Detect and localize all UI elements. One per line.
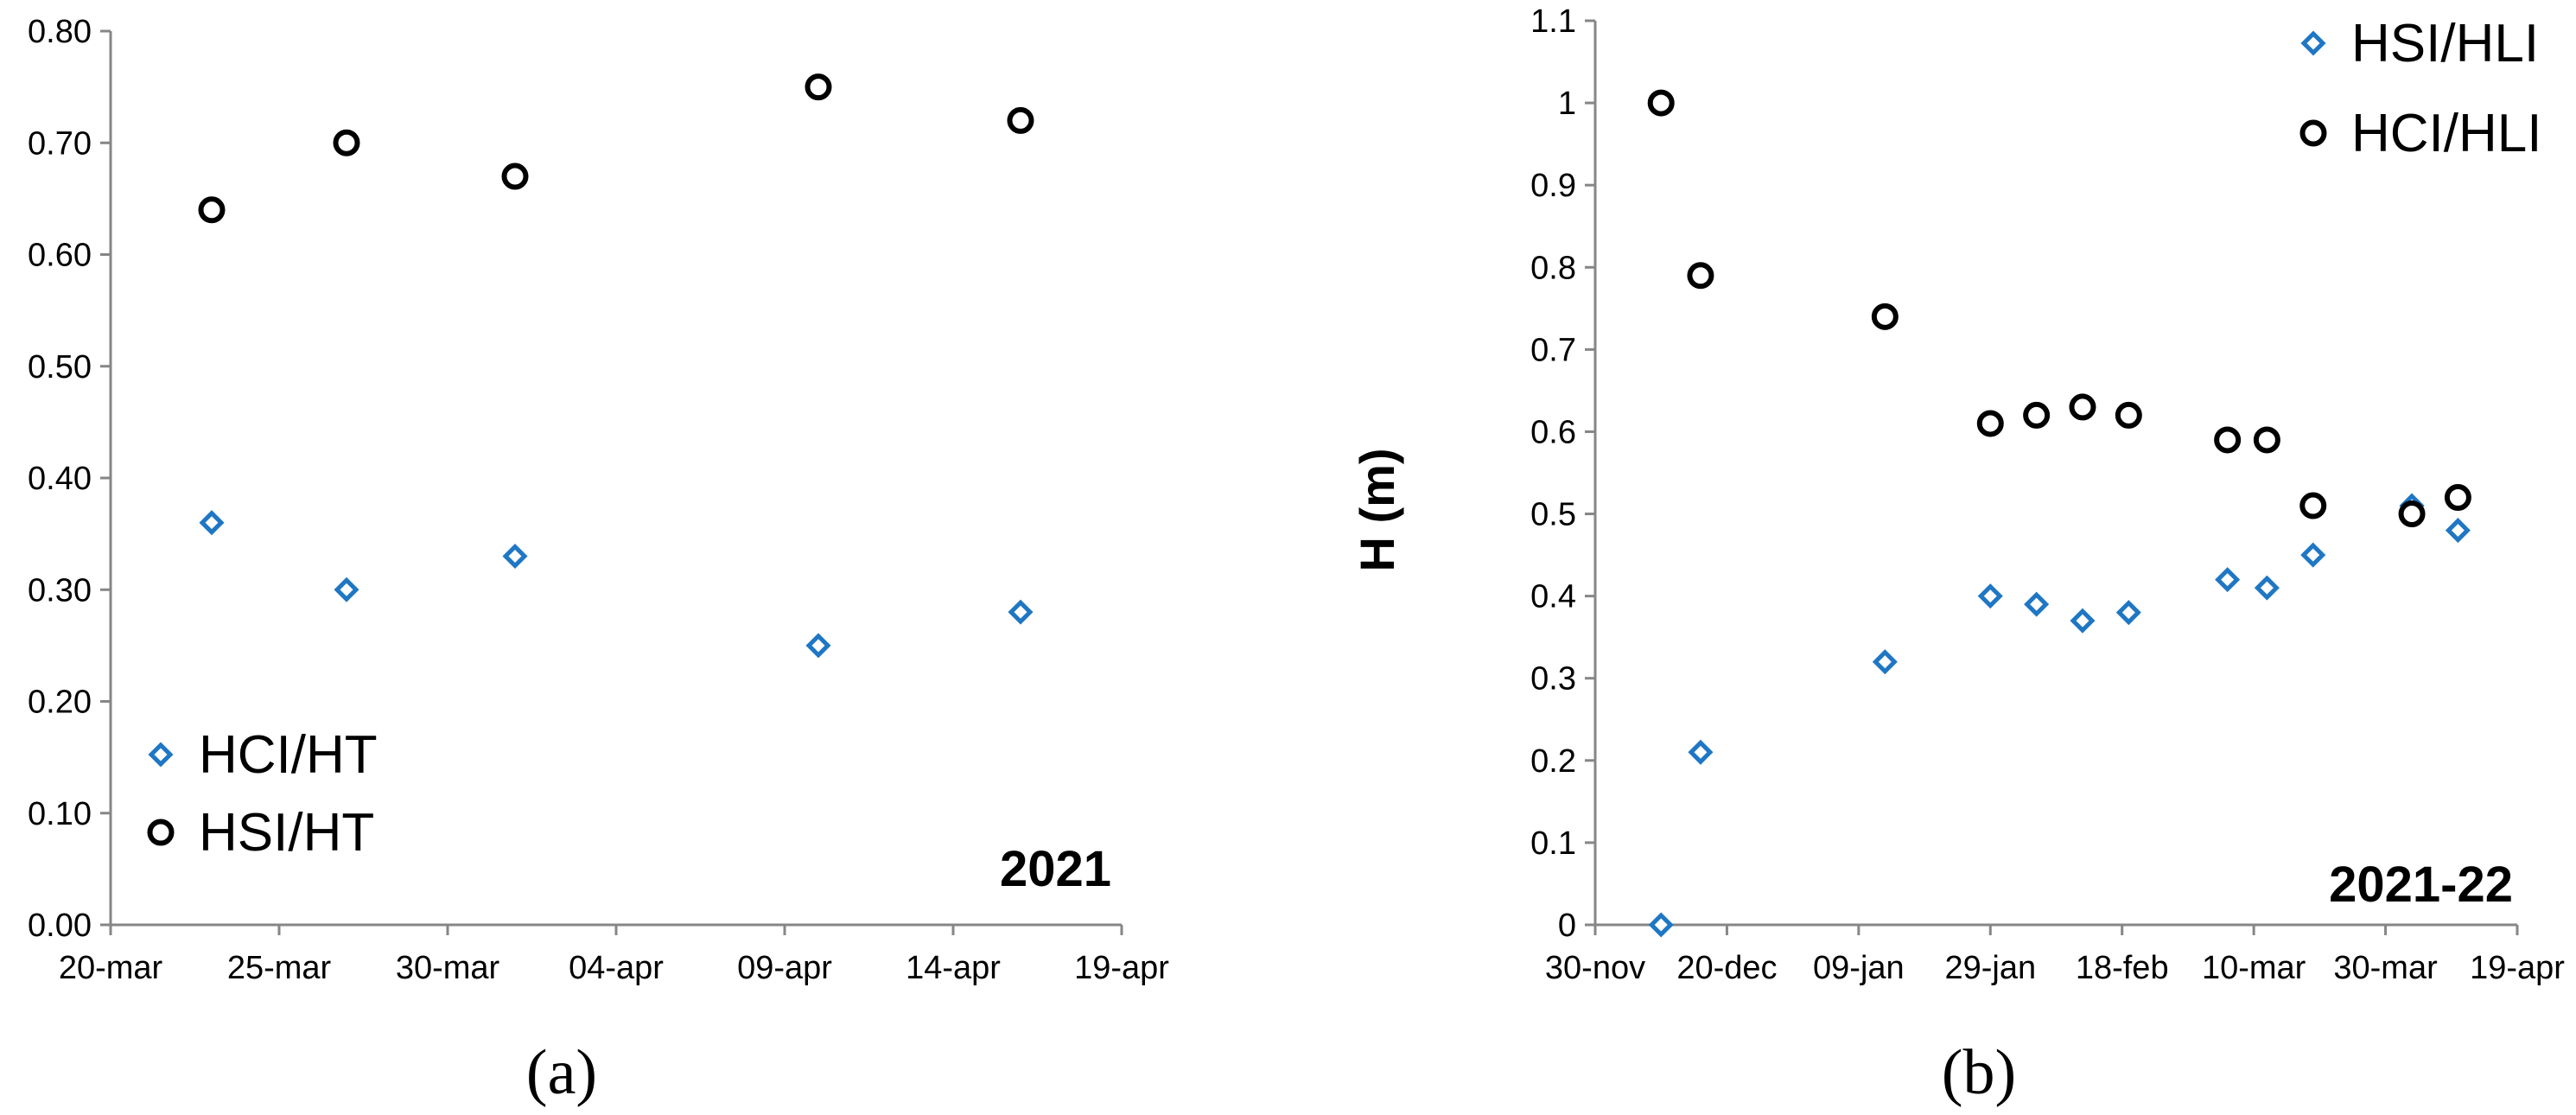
chart-b-x-tick-label: 09-jan	[1813, 950, 1905, 986]
chart-a-legend: HCI/HT HSI/HT	[147, 725, 378, 863]
chart-b-x-tick-label: 30-mar	[2333, 950, 2438, 986]
chart-a-y-tick-label: 0.10	[28, 796, 92, 832]
chart-b-point	[2398, 500, 2426, 528]
chart-b-y-tick-label: 1	[1558, 86, 1576, 122]
chart-b-point	[1688, 739, 1714, 765]
chart-a-x-tick-label: 04-apr	[569, 950, 664, 986]
chart-a-legend-marker	[147, 819, 175, 846]
chart-b-point	[2445, 518, 2471, 544]
chart-b-points	[1647, 89, 2471, 938]
chart-b-point	[2444, 484, 2471, 512]
chart-a-x-tick-label: 09-apr	[737, 950, 832, 986]
chart-a-point	[805, 73, 832, 101]
chart-a-series-1	[198, 73, 1034, 224]
chart-b-point	[1647, 89, 1675, 117]
chart-a-x-tick-label: 14-apr	[906, 950, 1001, 986]
chart-a-x-tick-label: 20-mar	[59, 950, 163, 986]
chart-b-y-axis-label: H (m)	[1350, 448, 1404, 571]
chart-a-x-tick-label: 25-mar	[227, 950, 332, 986]
chart-b-x-tick-label: 20-dec	[1676, 950, 1777, 986]
chart-b-legend-marker	[2300, 30, 2326, 56]
chart-b-y-tick-label: 0.6	[1530, 414, 1576, 450]
chart-b-y-tick-label: 0.2	[1530, 743, 1576, 780]
chart-b-legend-label: HSI/HLI	[2351, 14, 2539, 73]
chart-b-point	[2115, 600, 2141, 626]
chart-b-point	[2300, 542, 2326, 568]
chart-b-point	[2070, 608, 2096, 634]
chart-b-point	[1872, 649, 1898, 675]
chart-a-legend-label: HSI/HT	[199, 803, 374, 863]
chart-b-x-tick-label: 10-mar	[2202, 950, 2306, 986]
chart-b-series-1	[1647, 89, 2471, 528]
chart-a-point	[1007, 106, 1034, 134]
chart-b-point	[2023, 401, 2051, 429]
chart-a-point	[501, 162, 529, 190]
chart-a-point	[333, 129, 360, 156]
chart-b-axes: 0 0.1 0.2 0.3 0.4 0.5 0.6 0.7 0.8 0.9 1 1.1 30-nov 20…	[1530, 3, 2565, 986]
chart-b-point	[1687, 262, 1714, 290]
chart-b-point	[2215, 567, 2241, 593]
chart-b-x-tick-label: 29-jan	[1944, 950, 2036, 986]
chart-panel-a: 0.00 0.10 0.20 0.30 0.40 0.50 0.60 0.70 0.80 20-m…	[28, 14, 1169, 1108]
chart-b-x-tick-label: 18-feb	[2076, 950, 2169, 986]
chart-a-y-tick-label: 0.60	[28, 238, 92, 274]
chart-a-y-tick-label: 0.20	[28, 685, 92, 721]
chart-a-year-label: 2021	[1000, 841, 1111, 897]
chart-a-series-0	[199, 510, 1034, 659]
chart-a-x-tick-label: 30-mar	[396, 950, 500, 986]
chart-a-y-tick-label: 0.00	[28, 908, 92, 944]
chart-b-point	[2024, 591, 2050, 617]
chart-b-point	[2214, 426, 2242, 454]
chart-b-y-tick-label: 0.7	[1530, 332, 1576, 368]
chart-a-points	[198, 73, 1034, 659]
chart-a-y-tick-label: 0.50	[28, 349, 92, 385]
chart-b-point	[2253, 426, 2280, 454]
chart-a-y-tick-label: 0.70	[28, 125, 92, 162]
chart-a-y-tick-label: 0.80	[28, 14, 92, 50]
chart-b-y-tick-label: 0.1	[1530, 825, 1576, 862]
chart-a-point	[805, 633, 831, 659]
chart-b-point	[2115, 401, 2142, 429]
chart-b-legend: HSI/HLI HCI/HLI	[2299, 14, 2541, 163]
chart-b-y-tick-label: 0.5	[1530, 497, 1576, 533]
chart-b-point	[1976, 410, 2004, 437]
chart-b-x-tick-label: 19-apr	[2470, 950, 2565, 986]
chart-panel-b: 0 0.1 0.2 0.3 0.4 0.5 0.6 0.7 0.8 0.9 1 1.1 30-nov 20…	[1350, 3, 2565, 1108]
chart-b-series-0	[1648, 493, 2471, 938]
chart-a-y-tick-label: 0.30	[28, 572, 92, 608]
chart-b-legend-label: HCI/HLI	[2351, 104, 2541, 163]
chart-a-point	[199, 510, 225, 536]
chart-a-y-tick-label: 0.40	[28, 461, 92, 497]
chart-a-point	[502, 543, 528, 570]
chart-a-point	[334, 577, 359, 602]
chart-b-y-tick-label: 0.3	[1530, 661, 1576, 698]
chart-a-point	[1008, 599, 1034, 625]
chart-b-y-tick-label: 0.8	[1530, 250, 1576, 286]
chart-a-legend-label: HCI/HT	[199, 725, 378, 785]
chart-a-x-tick-label: 19-apr	[1074, 950, 1169, 986]
chart-a-legend-marker	[148, 742, 174, 768]
chart-b-point	[1648, 912, 1674, 938]
chart-b-point	[1871, 303, 1899, 330]
chart-b-y-tick-label: 1.1	[1530, 3, 1576, 40]
chart-b-point	[2299, 492, 2327, 519]
chart-b-point	[2254, 575, 2280, 601]
chart-b-point	[2069, 393, 2096, 421]
chart-a-axes: 0.00 0.10 0.20 0.30 0.40 0.50 0.60 0.70 0.80 20-m…	[28, 14, 1169, 986]
chart-b-y-tick-label: 0.4	[1530, 579, 1576, 615]
chart-b-panel-label: (b)	[1942, 1037, 2016, 1108]
chart-a-panel-label: (a)	[526, 1037, 597, 1108]
chart-b-x-tick-label: 30-nov	[1545, 950, 1645, 986]
chart-b-point	[1977, 583, 2003, 609]
chart-b-year-label: 2021-22	[2329, 857, 2513, 913]
chart-b-legend-marker	[2299, 119, 2327, 147]
chart-a-point	[198, 196, 226, 224]
chart-b-y-tick-label: 0	[1558, 908, 1576, 944]
chart-b-y-tick-label: 0.9	[1530, 168, 1576, 204]
